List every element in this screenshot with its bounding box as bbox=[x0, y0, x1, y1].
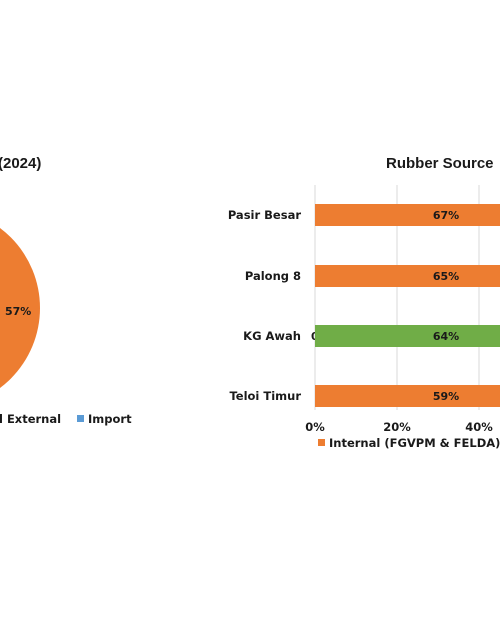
bar bbox=[315, 265, 500, 287]
bar-category-label: KG Awah bbox=[243, 329, 301, 343]
bar-legend-label-internal: Internal (FGVPM & FELDA) bbox=[329, 436, 500, 450]
pie-legend-label-external: l External bbox=[0, 412, 61, 426]
bar-marks: 67%65%059%64% bbox=[311, 204, 500, 407]
bar-category-label: Palong 8 bbox=[245, 269, 301, 283]
bar-data-label: 65% bbox=[433, 270, 459, 283]
bar-chart: Rubber Source Pasir Besar Palong 8 KG Awah… bbox=[228, 155, 500, 450]
pie-legend: l External Import bbox=[0, 412, 132, 426]
pie-chart-title: (2024) bbox=[0, 155, 41, 172]
bar-data-label: 59% bbox=[433, 390, 459, 403]
bar bbox=[315, 325, 500, 347]
bar-x-tick-labels: 0% 20% 40% bbox=[305, 420, 493, 434]
bar-legend: Internal (FGVPM & FELDA) bbox=[318, 436, 500, 450]
pie-slice-internal bbox=[0, 228, 40, 388]
pie-legend-swatch-import bbox=[77, 415, 84, 422]
pie-legend-label-import: Import bbox=[88, 412, 132, 426]
bar-data-label: 64% bbox=[433, 330, 459, 343]
bar-data-label: 67% bbox=[433, 209, 459, 222]
bar-category-label: Teloi Timur bbox=[229, 389, 301, 403]
bar bbox=[315, 385, 500, 407]
bar-legend-swatch-internal bbox=[318, 439, 325, 446]
bar-category-labels: Pasir Besar Palong 8 KG Awah Teloi Timur bbox=[228, 208, 302, 403]
bar-x-tick-label: 20% bbox=[383, 420, 411, 434]
bar bbox=[315, 204, 500, 226]
bar-x-tick-label: 0% bbox=[305, 420, 325, 434]
bar-chart-title: Rubber Source bbox=[386, 155, 494, 172]
bar-category-label: Pasir Besar bbox=[228, 208, 302, 222]
pie-slice-label-internal: 57% bbox=[5, 305, 31, 318]
bar-x-tick-label: 40% bbox=[465, 420, 493, 434]
pie-chart: (2024) 57% l External Import bbox=[0, 155, 132, 426]
